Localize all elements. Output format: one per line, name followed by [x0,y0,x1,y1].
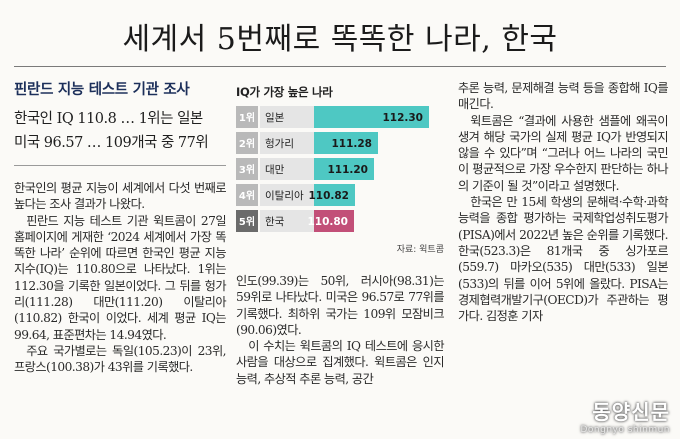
value-label: 110.80 [307,216,348,228]
subheadline-line-1: 한국인 IQ 110.8 … 1위는 일본 [14,111,203,127]
left-column: 핀란드 지능 테스트 기관 조사 한국인 IQ 110.8 … 1위는 일본 미… [14,78,227,376]
article-paragraph: 윅트콤은 “결과에 사용한 샘플에 왜곡이 생겨 해당 국가의 실제 평균 IQ… [458,113,669,193]
value-label: 110.82 [308,190,349,202]
rank-box [236,210,258,232]
article-paragraph: 한국인의 평균 지능이 세계에서 다섯 번째로 높다는 조사 결과가 나왔다. [14,181,227,212]
bar [314,132,378,154]
rank-label: 4위 [239,189,255,202]
category-label: 헝가리 [265,138,294,150]
subheadline-rule [14,165,226,166]
headline-rule [14,66,666,67]
rank-box [236,184,258,206]
chart-plot: 1위 일본 112.30 2위 헝가리 111.28 3위 대만 111.20 4위 이탈리아 110… [236,106,429,232]
chart-title: IQ가 가장 높은 나라 [236,85,333,99]
article-body-middle: 인도(99.39)는 50위, 러시아(98.31)는 59위로 나타났다. 미… [236,273,445,387]
article-paragraph: 이 수치는 윅트콤의 IQ 테스트에 응시한 사람을 대상으로 집계했다. 윅트… [236,339,445,386]
rank-label: 2위 [239,137,255,150]
value-label: 111.20 [327,164,368,176]
article-body-right: 추론 능력, 문제해결 능력 등을 종합해 IQ를 매긴다. 윅트콤은 “결과에… [458,80,669,324]
article-paragraph: 한국은 만 15세 학생의 문해력·수학·과학 능력을 종합 평가하는 국제학업… [458,195,669,324]
category-label-bg [260,184,314,206]
rank-box [236,158,258,180]
chart-source: 자료: 윅트콤 [396,245,444,255]
category-label-bg [260,158,314,180]
article-body-left: 한국인의 평균 지능이 세계에서 다섯 번째로 높다는 조사 결과가 나왔다. … [14,180,227,376]
watermark-sub: Dongnyo shinmun [580,425,670,435]
kicker: 핀란드 지능 테스트 기관 조사 [14,82,190,98]
rank-label: 5위 [239,215,255,228]
category-label-bg [260,106,314,128]
bar [314,106,429,128]
category-label: 한국 [265,216,285,228]
right-column: 추론 능력, 문제해결 능력 등을 종합해 IQ를 매긴다. 윅트콤은 “결과에… [458,80,669,324]
newspaper-watermark: 동양신문 Dongnyo shinmun [580,396,670,435]
category-label: 일본 [265,111,285,124]
article-paragraph: 추론 능력, 문제해결 능력 등을 종합해 IQ를 매긴다. [458,81,669,112]
rank-box [236,106,258,128]
article-paragraph: 인도(99.39)는 50위, 러시아(98.31)는 59위로 나타났다. 미… [236,274,445,337]
bar [314,210,354,232]
article-paragraph: 주요 국가별로는 독일(105.23)이 23위, 프랑스(100.38)가 4… [14,343,227,375]
value-label: 111.28 [331,138,372,150]
category-label-bg [260,132,314,154]
category-label: 이탈리아 [265,189,304,202]
middle-column: 인도(99.39)는 50위, 러시아(98.31)는 59위로 나타났다. 미… [236,273,445,387]
subheadline-line-2: 미국 96.57 … 109개국 중 77위 [14,135,209,151]
bar [314,184,355,206]
category-label: 대만 [265,164,285,176]
rank-label: 3위 [239,163,255,176]
iq-bar-chart: IQ가 가장 높은 나라 1위 일본 112.30 2위 헝가리 111.28 3위 대만 11… [236,84,444,258]
article-paragraph: 핀란드 지능 테스트 기관 윅트콤이 27일 홈페이지에 게재한 ‘2024 세… [14,213,227,342]
watermark-main: 동양신문 [592,400,670,424]
rank-box [236,132,258,154]
rank-label: 1위 [239,111,255,124]
category-label-bg [260,210,314,232]
headline: 세계서 5번째로 똑똑한 나라, 한국 [122,22,558,57]
value-label: 112.30 [382,112,423,124]
bar [314,158,374,180]
